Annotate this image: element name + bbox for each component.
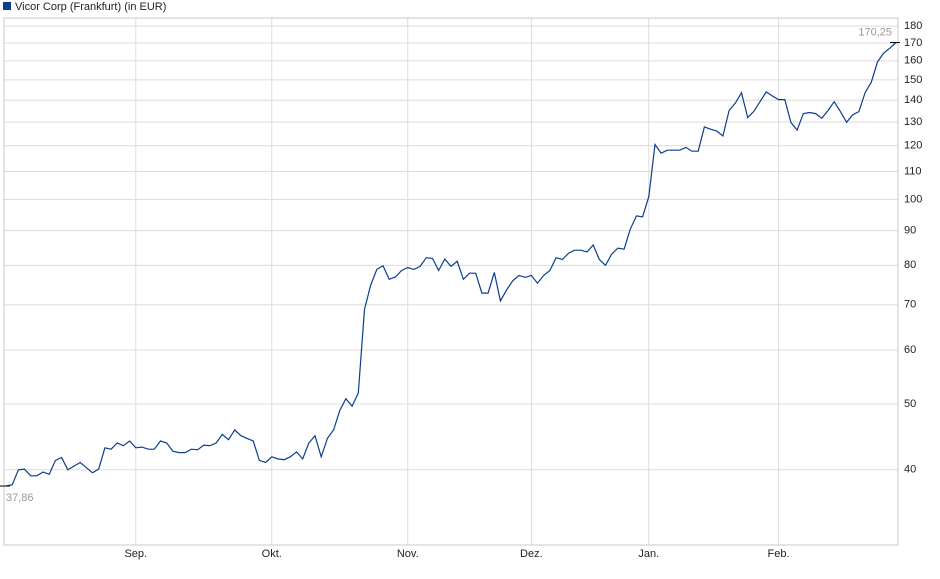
y-tick-label: 90 bbox=[904, 224, 916, 236]
y-tick-label: 170 bbox=[904, 37, 922, 49]
value-label: 170,25 bbox=[858, 26, 892, 38]
y-tick-label: 50 bbox=[904, 398, 916, 410]
x-tick-label: Jan. bbox=[638, 548, 659, 560]
y-tick-label: 150 bbox=[904, 74, 922, 86]
y-tick-label: 180 bbox=[904, 20, 922, 32]
y-tick-label: 60 bbox=[904, 344, 916, 356]
y-tick-label: 100 bbox=[904, 193, 922, 205]
y-tick-label: 120 bbox=[904, 140, 922, 152]
y-tick-label: 70 bbox=[904, 299, 916, 311]
y-tick-label: 40 bbox=[904, 464, 916, 476]
x-tick-label: Sep. bbox=[124, 548, 147, 560]
y-tick-label: 160 bbox=[904, 55, 922, 67]
grid bbox=[4, 18, 898, 545]
legend-swatch bbox=[3, 2, 11, 10]
price-line bbox=[5, 42, 897, 487]
legend-label: Vicor Corp (Frankfurt) (in EUR) bbox=[15, 1, 166, 13]
y-tick-label: 130 bbox=[904, 116, 922, 128]
plot-frame bbox=[3, 17, 899, 546]
x-tick-label: Feb. bbox=[768, 548, 790, 560]
x-tick-label: Okt. bbox=[262, 548, 282, 560]
x-tick-label: Dez. bbox=[520, 548, 543, 560]
y-tick-label: 80 bbox=[904, 259, 916, 271]
x-tick-label: Nov. bbox=[397, 548, 419, 560]
value-label: 37,86 bbox=[6, 492, 34, 504]
y-tick-label: 140 bbox=[904, 94, 922, 106]
y-tick-label: 110 bbox=[904, 165, 922, 177]
